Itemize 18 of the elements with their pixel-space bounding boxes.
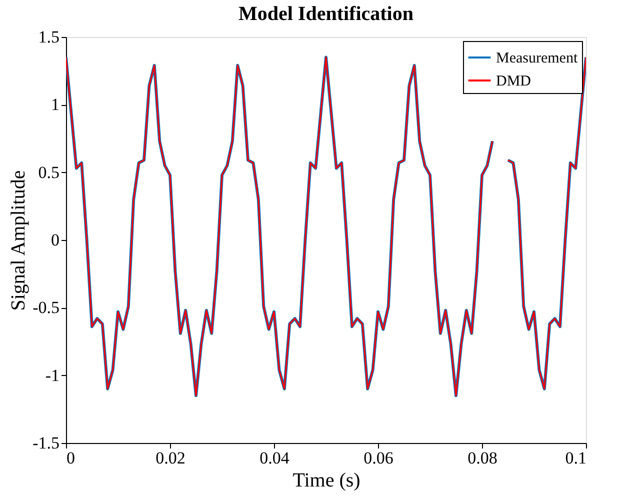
x-tick-label: 0.06 — [364, 448, 394, 468]
y-tick-label: 1 — [51, 95, 60, 114]
y-tick-label: -0.5 — [32, 298, 60, 318]
x-tick-label: 0 — [66, 448, 75, 468]
x-tick-label: 0.04 — [260, 448, 290, 468]
y-tick-label: 0 — [51, 230, 60, 250]
y-tick-label: -1.5 — [32, 434, 60, 452]
y-tick-label: 1.5 — [38, 28, 60, 46]
x-tick-label: 0.1 — [565, 448, 586, 468]
y-tick-label: -1 — [45, 366, 60, 385]
y-axis-title: Signal Amplitude — [8, 170, 30, 311]
x-tick-label: 0.08 — [468, 448, 498, 468]
legend-label: Measurement — [496, 50, 578, 66]
chart-title: Model Identification — [238, 3, 414, 25]
x-axis-title: Time (s) — [292, 470, 360, 492]
y-tick-label: 0.5 — [38, 162, 60, 182]
legend-label: DMD — [496, 74, 532, 90]
x-tick-label: 0.02 — [156, 448, 186, 468]
